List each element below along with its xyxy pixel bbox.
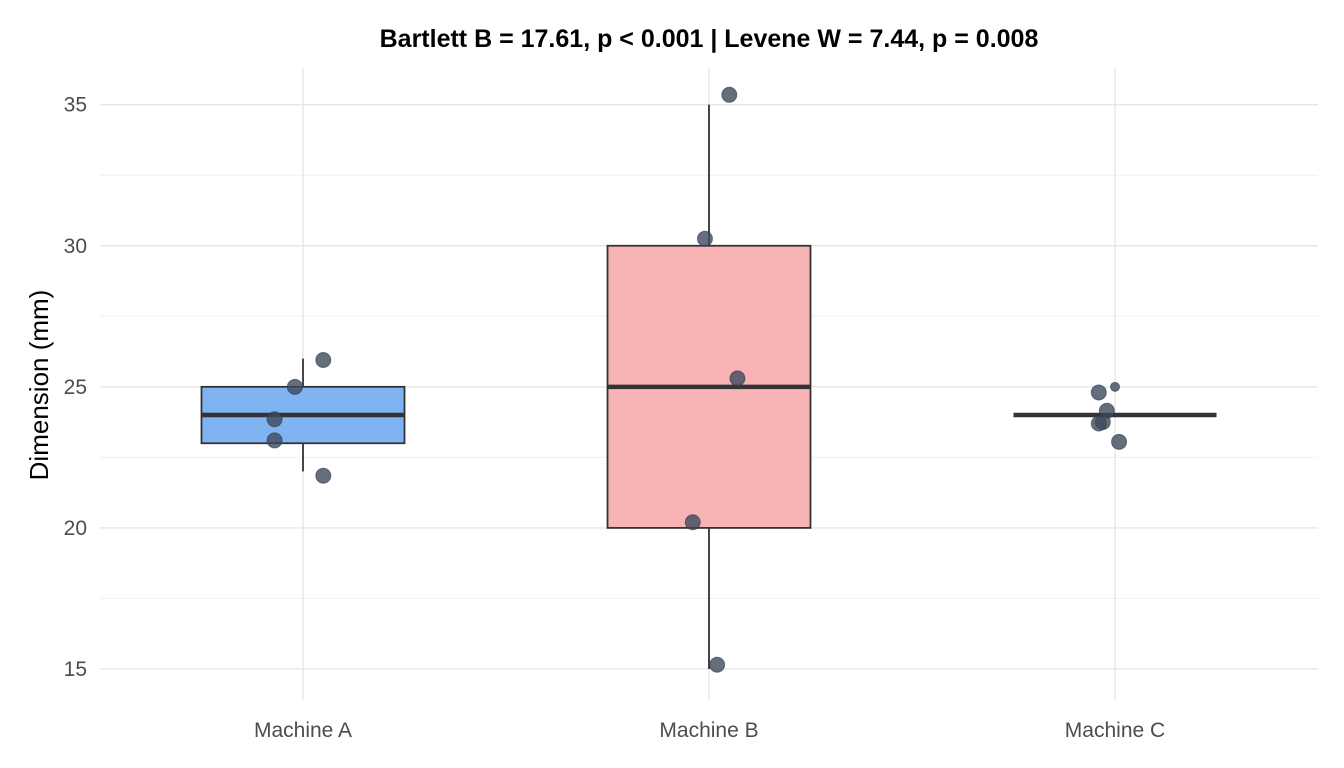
x-tick-label: Machine A (254, 719, 352, 742)
data-point (709, 656, 726, 673)
y-tick-label: 20 (64, 517, 87, 540)
data-point (684, 514, 701, 531)
y-tick-label: 25 (64, 376, 87, 399)
x-tick-label: Machine C (1065, 719, 1165, 742)
box-layer (200, 104, 1217, 669)
y-tick-label: 30 (64, 235, 87, 258)
y-axis-title: Dimension (mm) (24, 290, 54, 481)
data-point (266, 411, 283, 428)
point-layer (266, 86, 1128, 673)
data-point (286, 378, 303, 395)
data-point (729, 370, 746, 387)
y-tick-label: 35 (64, 94, 87, 117)
data-point (721, 86, 738, 103)
data-point (315, 467, 332, 484)
y-tick-label: 15 (64, 658, 87, 681)
data-point (696, 230, 713, 247)
data-point (266, 432, 283, 449)
data-point (1110, 381, 1120, 392)
y-axis-ticks: 15 20 25 30 35 (64, 94, 87, 681)
data-point (315, 352, 332, 369)
chart-title: Bartlett B = 17.61, p < 0.001 | Levene W… (380, 25, 1039, 53)
x-axis-ticks: Machine A Machine B Machine C (254, 719, 1165, 742)
x-tick-label: Machine B (659, 719, 758, 742)
data-point (1090, 415, 1107, 432)
data-point (1090, 384, 1107, 401)
data-point (1111, 433, 1128, 450)
